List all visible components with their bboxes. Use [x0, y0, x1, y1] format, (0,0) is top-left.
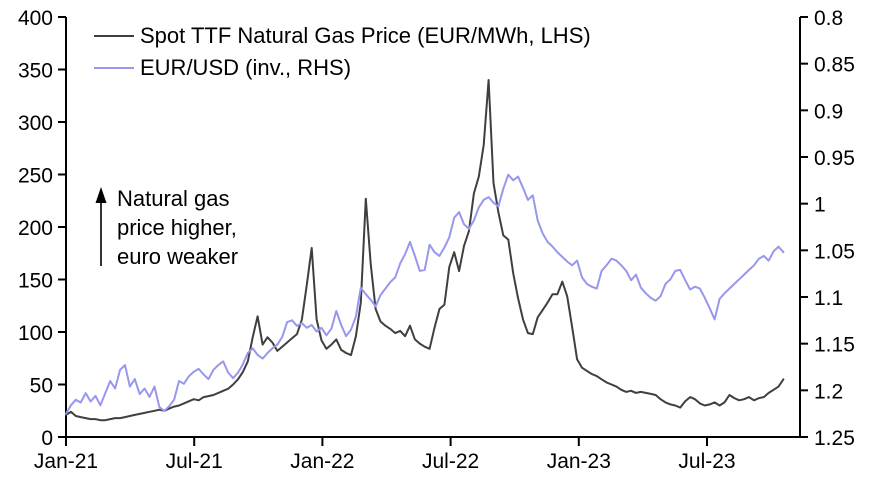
- legend-item-eurusd: EUR/USD (inv., RHS): [94, 52, 591, 84]
- left-axis-tick-label: 400: [18, 7, 53, 30]
- left-axis-tick-label: 100: [18, 322, 53, 345]
- annotation-line-2: price higher,: [117, 215, 237, 240]
- x-axis-tick-label: Jan-21: [34, 450, 98, 473]
- left-axis-tick-label: 50: [30, 375, 53, 398]
- eurusd-line-swatch: [94, 67, 134, 69]
- right-axis-tick-label: 1.2: [814, 380, 843, 403]
- left-axis-tick-label: 150: [18, 270, 53, 293]
- left-axis-tick-label: 250: [18, 165, 53, 188]
- annotation: Natural gas price higher, euro weaker: [117, 184, 238, 271]
- right-axis-tick-label: 1.15: [814, 334, 855, 357]
- legend-item-gas: Spot TTF Natural Gas Price (EUR/MWh, LHS…: [94, 20, 591, 52]
- right-axis-tick-label: 0.85: [814, 54, 855, 77]
- legend: Spot TTF Natural Gas Price (EUR/MWh, LHS…: [94, 20, 591, 84]
- left-axis-tick-label: 350: [18, 60, 53, 83]
- right-axis-tick-label: 1.1: [814, 287, 843, 310]
- left-axis-tick-label: 200: [18, 217, 53, 240]
- right-axis-tick-label: 1.25: [814, 427, 855, 450]
- x-axis-tick-label: Jan-22: [290, 450, 354, 473]
- gas-price-line: [65, 79, 785, 422]
- x-axis-tick-label: Jan-23: [547, 450, 611, 473]
- legend-label-eurusd: EUR/USD (inv., RHS): [140, 55, 352, 80]
- x-axis-tick-label: Jul-21: [166, 450, 223, 473]
- right-axis-tick-label: 0.9: [814, 100, 843, 123]
- right-axis-tick-label: 1: [814, 194, 826, 217]
- left-axis-tick-label: 0: [41, 427, 53, 450]
- right-axis-tick-label: 1.05: [814, 240, 855, 263]
- right-axis-tick-label: 0.8: [814, 7, 843, 30]
- left-axis-tick-label: 300: [18, 112, 53, 135]
- annotation-line-1: Natural gas: [117, 186, 230, 211]
- legend-label-gas: Spot TTF Natural Gas Price (EUR/MWh, LHS…: [140, 23, 591, 48]
- eurusd-line: [65, 173, 785, 415]
- right-axis-tick-label: 0.95: [814, 147, 855, 170]
- gas-line-swatch: [94, 35, 134, 37]
- annotation-line-3: euro weaker: [117, 244, 239, 269]
- x-axis-tick-label: Jul-22: [422, 450, 479, 473]
- x-axis-tick-label: Jul-23: [678, 450, 735, 473]
- up-arrow-icon: [95, 187, 107, 266]
